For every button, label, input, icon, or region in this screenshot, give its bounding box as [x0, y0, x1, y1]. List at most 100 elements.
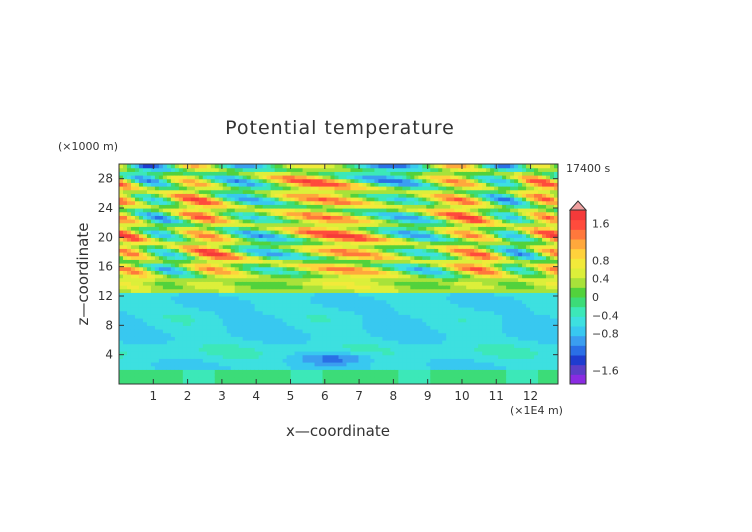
- heatmap-cell: [330, 314, 336, 319]
- heatmap-cell: [174, 197, 180, 202]
- heatmap-cell: [330, 358, 336, 363]
- heatmap-cell: [370, 332, 376, 337]
- heatmap-cell: [122, 288, 128, 293]
- heatmap-cell: [330, 204, 336, 209]
- heatmap-cell: [282, 208, 288, 213]
- heatmap-cell: [318, 340, 324, 345]
- heatmap-cell: [338, 182, 344, 187]
- heatmap-cell: [382, 314, 387, 319]
- heatmap-cell: [322, 292, 328, 297]
- heatmap-cell: [270, 200, 276, 205]
- heatmap-cell: [142, 193, 148, 198]
- heatmap-cell: [214, 347, 220, 352]
- heatmap-cell: [390, 303, 395, 308]
- heatmap-cell: [186, 303, 192, 308]
- heatmap-cell: [366, 197, 372, 202]
- heatmap-cell: [174, 343, 180, 348]
- heatmap-cell: [306, 336, 312, 341]
- heatmap-cell: [142, 376, 148, 381]
- heatmap-cell: [154, 285, 160, 290]
- heatmap-cell: [310, 266, 316, 271]
- heatmap-cell: [346, 167, 352, 172]
- heatmap-cell: [254, 343, 260, 348]
- heatmap-cell: [410, 200, 415, 205]
- heatmap-cell: [150, 292, 156, 297]
- heatmap-cell: [278, 277, 284, 282]
- heatmap-cell: [194, 296, 200, 301]
- heatmap-cell: [414, 226, 419, 231]
- heatmap-cell: [446, 164, 451, 169]
- heatmap-cell: [158, 244, 164, 249]
- heatmap-cell: [158, 208, 164, 213]
- heatmap-cell: [178, 307, 184, 312]
- heatmap-cell: [119, 277, 124, 282]
- heatmap-cell: [378, 296, 383, 301]
- heatmap-cell: [406, 310, 411, 315]
- heatmap-cell: [338, 266, 344, 271]
- heatmap-cell: [190, 347, 196, 352]
- heatmap-cell: [158, 318, 164, 323]
- heatmap-cell: [178, 219, 184, 224]
- heatmap-cell: [198, 237, 204, 242]
- heatmap-cell: [138, 171, 144, 176]
- heatmap-cell: [198, 171, 204, 176]
- heatmap-cell: [378, 325, 383, 330]
- heatmap-cell: [350, 376, 356, 381]
- heatmap-cell: [446, 252, 451, 257]
- heatmap-cell: [382, 332, 387, 337]
- heatmap-cell: [122, 226, 128, 231]
- heatmap-cell: [290, 237, 296, 242]
- heatmap-cell: [338, 288, 344, 293]
- heatmap-cell: [246, 292, 252, 297]
- heatmap-cell: [194, 255, 200, 260]
- heatmap-cell: [350, 351, 356, 356]
- heatmap-cell: [358, 369, 364, 374]
- heatmap-cell: [130, 178, 136, 183]
- heatmap-cell: [430, 263, 435, 268]
- heatmap-cell: [210, 200, 216, 205]
- heatmap-cell: [410, 318, 415, 323]
- heatmap-cell: [250, 178, 256, 183]
- heatmap-cell: [362, 329, 368, 334]
- heatmap-cell: [122, 178, 128, 183]
- heatmap-cell: [446, 296, 451, 301]
- heatmap-cell: [362, 325, 368, 330]
- heatmap-cell: [434, 219, 439, 224]
- heatmap-cell: [330, 211, 336, 216]
- heatmap-cell: [186, 233, 192, 238]
- heatmap-cell: [310, 189, 316, 194]
- heatmap-cell: [146, 204, 152, 209]
- heatmap-cell: [119, 347, 124, 352]
- heatmap-cell: [274, 362, 280, 367]
- heatmap-cell: [186, 193, 192, 198]
- heatmap-cell: [410, 351, 415, 356]
- heatmap-cell: [266, 241, 272, 246]
- heatmap-cell: [426, 340, 431, 345]
- heatmap-cell: [298, 321, 304, 326]
- heatmap-cell: [198, 274, 204, 279]
- heatmap-cell: [162, 296, 168, 301]
- heatmap-cell: [438, 321, 443, 326]
- heatmap-cell: [342, 376, 348, 381]
- heatmap-cell: [422, 325, 427, 330]
- heatmap-cell: [374, 230, 380, 235]
- heatmap-cell: [138, 380, 144, 384]
- heatmap-cell: [358, 178, 364, 183]
- heatmap-cell: [122, 241, 128, 246]
- heatmap-cell: [414, 182, 419, 187]
- heatmap-cell: [342, 340, 348, 345]
- heatmap-cell: [150, 340, 156, 345]
- heatmap-cell: [138, 230, 144, 235]
- heatmap-cell: [426, 255, 431, 260]
- heatmap-cell: [182, 255, 188, 260]
- heatmap-cell: [426, 211, 431, 216]
- heatmap-cell: [370, 230, 376, 235]
- heatmap-cell: [234, 237, 240, 242]
- heatmap-cell: [402, 259, 407, 264]
- heatmap-cell: [390, 226, 395, 231]
- heatmap-cell: [206, 325, 212, 330]
- heatmap-cell: [378, 222, 383, 227]
- heatmap-cell: [430, 248, 435, 253]
- heatmap-cell: [406, 266, 411, 271]
- heatmap-cell: [270, 281, 276, 286]
